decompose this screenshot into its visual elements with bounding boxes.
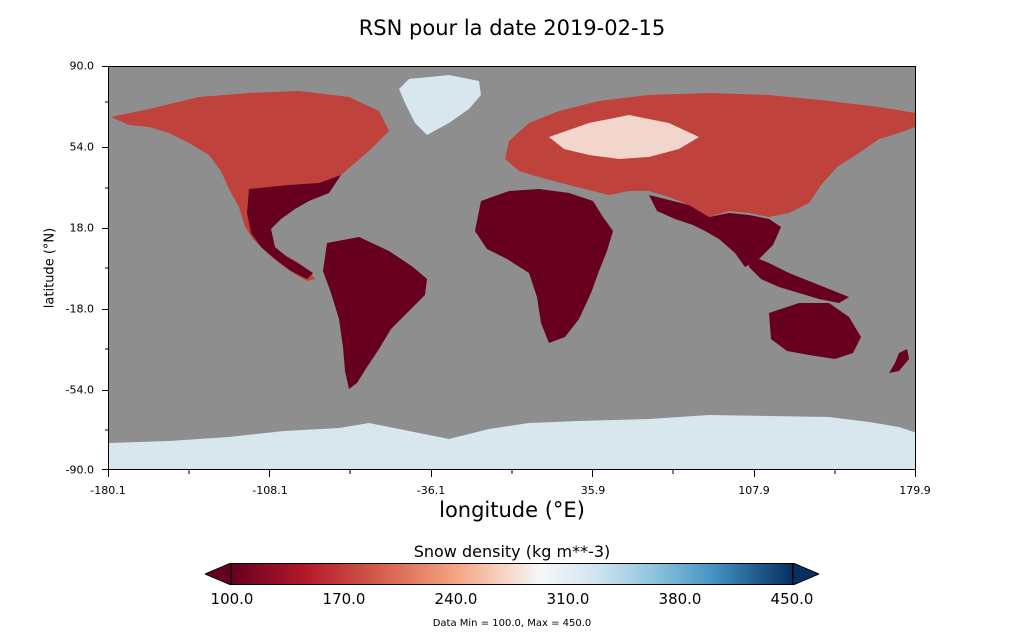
colorbar-max-arrow: [793, 563, 819, 585]
colorbar-tick-label: 310.0: [546, 590, 590, 608]
y-tick-label: -54.0: [65, 383, 94, 397]
eurasia-light-region: [549, 115, 699, 159]
x-tick-label: 107.9: [738, 484, 770, 497]
australia-landmass: [769, 303, 861, 359]
colorbar-tick-label: 100.0: [210, 590, 254, 608]
antarctica-landmass: [109, 415, 915, 469]
data-range-footnote: Data Min = 100.0, Max = 450.0: [432, 618, 592, 629]
x-tick-label: -36.1: [416, 484, 446, 497]
x-tick-label: 35.9: [580, 484, 606, 497]
x-tick-label: -180.1: [90, 484, 126, 497]
colorbar-tick-label: 170.0: [322, 590, 366, 608]
snow-density-map: [108, 66, 916, 470]
y-tick-label: -18.0: [65, 302, 94, 316]
north-america-landmass: [111, 91, 389, 281]
colorbar-tick-label: 380.0: [658, 590, 702, 608]
colorbar-tick-label: 450.0: [770, 590, 814, 608]
y-tick-label: 54.0: [69, 140, 95, 154]
y-tick-label: 18.0: [69, 221, 95, 235]
south-america-landmass: [323, 237, 427, 389]
x-tick-label: 179.9: [899, 484, 931, 497]
y-tick-label: -90.0: [65, 463, 94, 477]
colorbar-tick-label: 240.0: [434, 590, 478, 608]
colorbar-gradient: [231, 563, 793, 585]
map-title: RSN pour la date 2019-02-15: [358, 16, 666, 40]
colorbar-min-arrow: [205, 563, 231, 585]
x-tick-label: -108.1: [252, 484, 288, 497]
x-axis-label: longitude (°E): [439, 498, 585, 522]
greenland-landmass: [399, 75, 481, 135]
asia-south-region: [649, 195, 781, 267]
africa-landmass: [475, 189, 613, 343]
new-zealand-landmass: [889, 349, 909, 373]
y-tick-label: 90.0: [69, 59, 95, 73]
colorbar-title: Snow density (kg m**-3): [413, 542, 611, 561]
north-america-south-region: [247, 175, 341, 279]
southeast-asia-islands: [749, 255, 849, 303]
